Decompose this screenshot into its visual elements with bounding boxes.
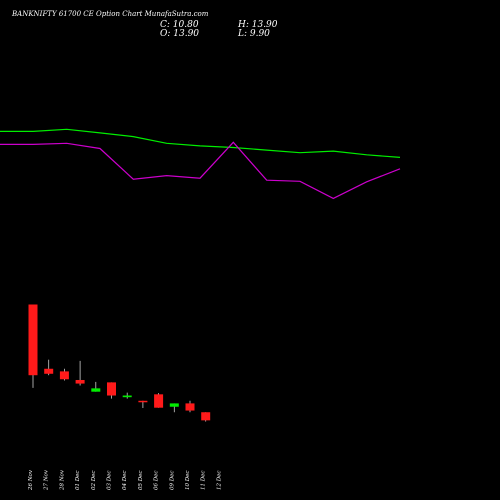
x-tick-label: 10 Dec — [185, 471, 191, 491]
high-value: H: 13.90 — [238, 20, 278, 30]
x-tick-label: 04 Dec — [122, 471, 128, 491]
x-tick-label: 09 Dec — [169, 471, 175, 491]
x-tick-label: 05 Dec — [138, 471, 144, 491]
x-tick-label: 03 Dec — [107, 471, 113, 491]
x-tick-label: 01 Dec — [75, 471, 81, 491]
candle-body — [185, 403, 195, 411]
low-value: L: 9.90 — [238, 29, 270, 39]
candle-body — [107, 382, 116, 396]
x-tick-label: 02 Dec — [91, 471, 97, 491]
chart-title: BANKNIFTY 61700 CE Option Chart MunafaSu… — [12, 10, 209, 18]
candle-body — [201, 412, 211, 421]
candle-body — [44, 368, 54, 374]
close-value: C: 10.80 — [160, 20, 199, 30]
x-tick-label: 11 Dec — [201, 471, 207, 491]
candle-body — [154, 394, 164, 408]
open-value: O: 13.90 — [160, 29, 200, 39]
candle-body — [91, 388, 101, 392]
candle-body — [28, 304, 38, 376]
x-tick-label: 28 Nov — [59, 469, 65, 491]
x-tick-label: 27 Nov — [44, 469, 50, 491]
candle-body — [75, 379, 85, 384]
x-tick-label: 06 Dec — [154, 471, 160, 491]
x-tick-label: 26 Nov — [28, 469, 34, 491]
x-tick-label: 12 Dec — [216, 471, 222, 491]
series-line-2 — [0, 141, 401, 200]
candle-body — [138, 400, 148, 403]
candle-body — [59, 371, 69, 380]
series-line-1 — [0, 128, 401, 158]
candle-body — [122, 395, 132, 398]
candle-body — [169, 403, 179, 407]
